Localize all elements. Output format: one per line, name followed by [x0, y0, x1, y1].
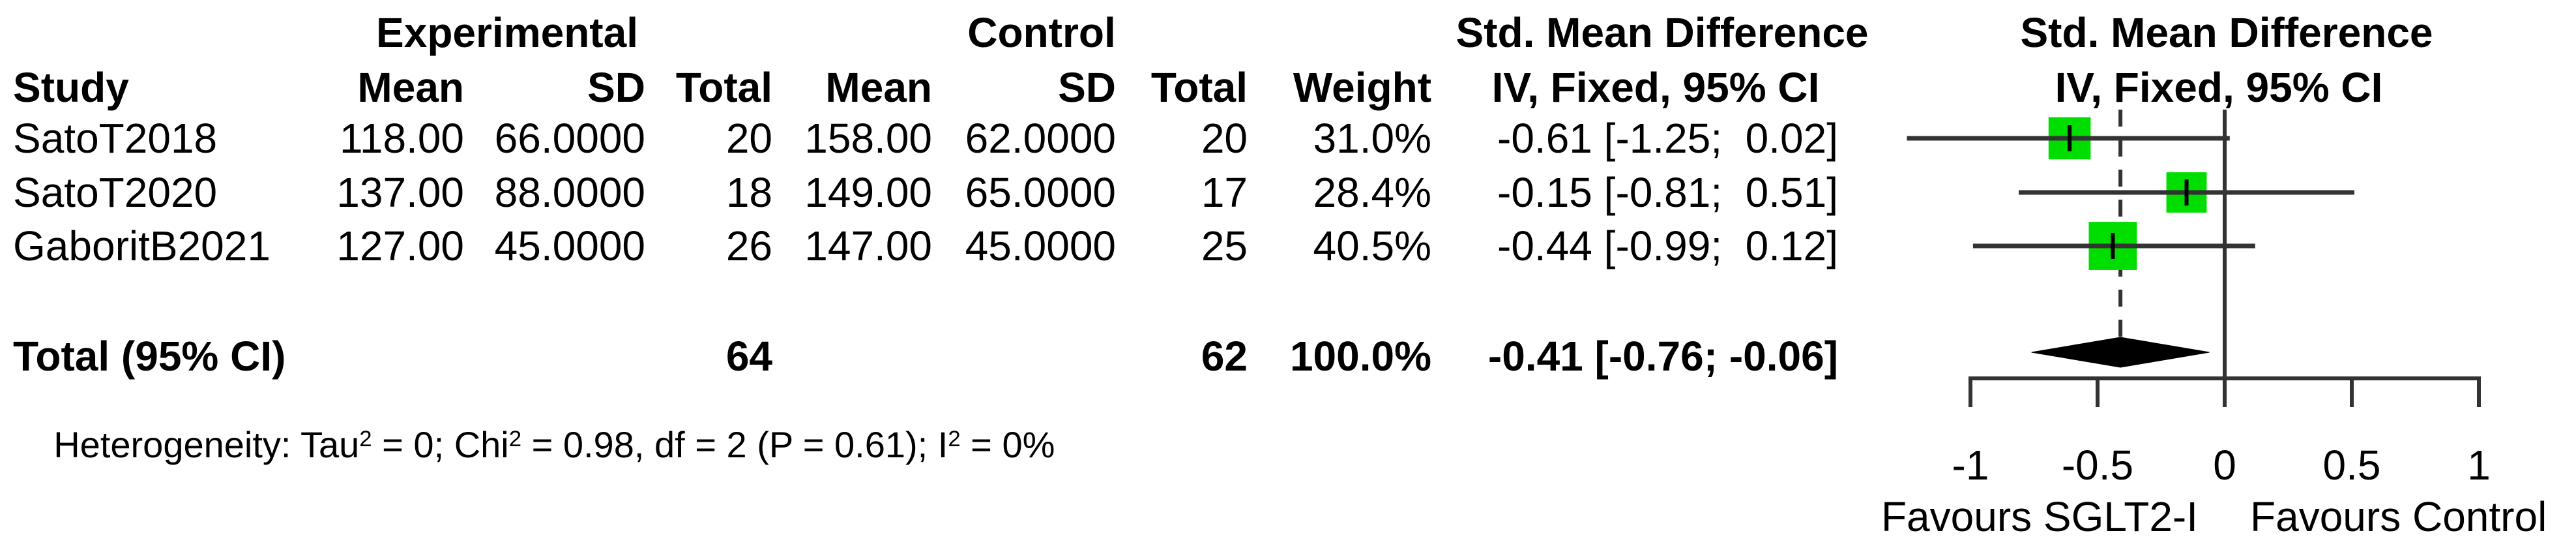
col-header-mean-ctl: Mean [825, 64, 932, 111]
col-header-weight: Weight [1293, 64, 1431, 111]
heterogeneity-text: Heterogeneity: Tau2 = 0; Chi2 = 0.98, df… [13, 390, 1055, 500]
smd-ci-text: -0.44 [-0.99; 0.12] [1497, 222, 1838, 269]
het-part: = 0.98, df = 2 (P = 0.61); I [521, 424, 948, 465]
smd-ci-text: -0.61 [-1.25; 0.02] [1497, 115, 1838, 162]
total-ctl: 25 [1201, 222, 1248, 269]
total-exp: 20 [725, 115, 772, 162]
col-header-sd-ctl: SD [1058, 64, 1116, 111]
mean-exp: 118.00 [340, 115, 464, 162]
total-exp-sum: 64 [725, 333, 772, 380]
study-name: SatoT2018 [13, 115, 218, 162]
total-exp: 26 [725, 222, 772, 269]
col-header-mean-exp: Mean [357, 64, 464, 111]
study-name: GaboritB2021 [13, 222, 271, 269]
weight: 40.5% [1313, 222, 1431, 269]
sd-exp: 88.0000 [494, 169, 645, 216]
col-header-iv-text: IV, Fixed, 95% CI [1491, 64, 1820, 111]
het-part: = 0; Chi [372, 424, 509, 465]
weight: 28.4% [1313, 169, 1431, 216]
col-header-study: Study [13, 64, 129, 111]
study-name: SatoT2020 [13, 169, 218, 216]
col-header-sd-exp: SD [587, 64, 645, 111]
group-header-control: Control [967, 9, 1116, 56]
total-ctl: 17 [1201, 169, 1248, 216]
x-tick-label: 1 [2467, 442, 2491, 489]
het-sup: 2 [948, 426, 961, 451]
favours-left-label: Favours SGLT2-I [1881, 493, 2198, 540]
group-header-smd-plot: Std. Mean Difference [2020, 9, 2433, 56]
group-header-smd-text: Std. Mean Difference [1456, 9, 1869, 56]
x-tick-label: -1 [1952, 442, 1989, 489]
total-ctl: 20 [1201, 115, 1248, 162]
sd-exp: 45.0000 [494, 222, 645, 269]
group-header-experimental: Experimental [376, 9, 638, 56]
favours-right-label: Favours Control [2250, 493, 2547, 540]
x-tick-label: 0.5 [2322, 442, 2381, 489]
sd-ctl: 62.0000 [965, 115, 1116, 162]
mean-exp: 127.00 [336, 222, 464, 269]
het-sup: 2 [359, 426, 372, 451]
mean-ctl: 149.00 [804, 169, 932, 216]
mean-exp: 137.00 [336, 169, 464, 216]
x-tick-label: -0.5 [2061, 442, 2134, 489]
het-part: = 0% [960, 424, 1055, 465]
mean-ctl: 158.00 [804, 115, 932, 162]
mean-ctl: 147.00 [804, 222, 932, 269]
x-tick-label: 0 [2213, 442, 2236, 489]
col-header-iv-plot: IV, Fixed, 95% CI [2055, 64, 2383, 111]
total-label: Total (95% CI) [13, 333, 286, 380]
total-weight: 100.0% [1289, 333, 1431, 380]
smd-ci-text: -0.15 [-0.81; 0.51] [1497, 169, 1838, 216]
col-header-total-exp: Total [675, 64, 772, 111]
sd-exp: 66.0000 [494, 115, 645, 162]
pooled-diamond [2031, 337, 2210, 368]
total-smd-ci-text: -0.41 [-0.76; -0.06] [1487, 333, 1838, 380]
het-sup: 2 [508, 426, 522, 451]
het-part: Heterogeneity: Tau [53, 424, 360, 465]
sd-ctl: 45.0000 [965, 222, 1116, 269]
total-exp: 18 [725, 169, 772, 216]
total-ctl-sum: 62 [1201, 333, 1248, 380]
weight: 31.0% [1313, 115, 1431, 162]
sd-ctl: 65.0000 [965, 169, 1116, 216]
col-header-total-ctl: Total [1150, 64, 1248, 111]
